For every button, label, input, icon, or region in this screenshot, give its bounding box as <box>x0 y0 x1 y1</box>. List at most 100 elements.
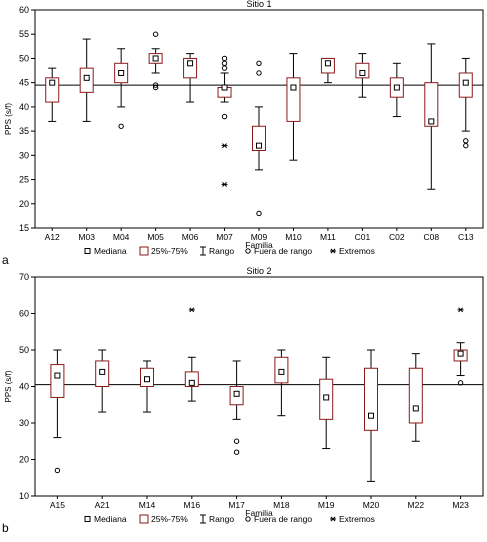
panel-label-a: a <box>2 253 9 267</box>
median-marker <box>412 405 419 412</box>
box-M20 <box>364 349 378 482</box>
legend: Mediana 25%-75% Rango Fuera de rango Extremo… <box>84 514 375 524</box>
box-A12 <box>45 67 60 122</box>
chart-title: Sitio 2 <box>246 266 271 276</box>
x-tick-label: M23 <box>452 500 469 510</box>
box-C02 <box>389 62 404 118</box>
y-tick-label: 10 <box>19 491 29 501</box>
x-tick-label: A15 <box>50 500 65 510</box>
box-A21 <box>95 349 110 413</box>
x-tick-label: M18 <box>273 500 290 510</box>
asterisk-icon-d2 <box>330 516 336 522</box>
outlier-point <box>256 210 262 217</box>
y-tick-label: 70 <box>19 272 29 282</box>
y-axis-label: PPS (s/f) <box>4 370 13 402</box>
legend: Mediana 25%-75% Rango Fuera de rango Extremo… <box>84 246 375 256</box>
median-marker <box>99 368 106 375</box>
x-tick-label: M03 <box>78 232 95 242</box>
median-marker <box>278 368 285 375</box>
median-marker <box>118 69 125 76</box>
median-marker <box>290 84 297 91</box>
x-tick-label: M10 <box>285 232 302 242</box>
y-tick-label: 25 <box>19 175 29 185</box>
median-marker <box>54 372 61 379</box>
extreme-point-d2 <box>189 307 195 313</box>
box-C13 <box>458 57 473 149</box>
iqr-box <box>50 364 65 398</box>
x-tick-label: M09 <box>251 232 268 242</box>
iqr-box <box>364 367 378 431</box>
chart-panel-b: Sitio 2 10 20 30 40 50 60 70 PPS (s/f) A15 A21 M14 M… <box>4 266 484 524</box>
median-marker <box>152 55 159 62</box>
legend-outlier: Fuera de rango <box>254 514 312 524</box>
box-M23 <box>453 307 468 386</box>
legend-range: Rango <box>209 246 234 256</box>
box-M07 <box>217 55 232 187</box>
box-M11 <box>320 57 335 84</box>
x-tick-label: C01 <box>355 232 371 242</box>
iqr-box <box>183 57 198 79</box>
outlier-point <box>256 70 262 76</box>
outlier-point <box>221 113 228 120</box>
y-tick-label: 35 <box>19 126 29 136</box>
median-marker <box>323 394 330 401</box>
outlier-point <box>457 380 464 386</box>
box-M22 <box>408 353 423 442</box>
box-M09 <box>252 60 266 217</box>
small-square-icon <box>84 248 91 254</box>
y-tick-label: 20 <box>19 455 29 465</box>
median-marker <box>221 84 228 91</box>
y-tick-label: 30 <box>19 418 29 428</box>
outlier-point <box>233 449 240 455</box>
median-marker <box>428 118 435 125</box>
median-marker <box>256 142 262 149</box>
iqr-box <box>424 82 439 127</box>
iqr-box <box>286 77 301 122</box>
x-tick-label: M19 <box>318 500 335 510</box>
y-tick-label: 20 <box>19 199 29 209</box>
median-marker <box>188 379 195 386</box>
median-marker <box>359 69 366 76</box>
box-M10 <box>286 53 301 161</box>
iqr-box <box>252 125 266 151</box>
median-marker <box>144 376 150 383</box>
legend-median: Mediana <box>94 246 127 256</box>
median-marker <box>457 350 464 357</box>
y-tick-label: 15 <box>19 223 29 233</box>
y-tick-label: 45 <box>19 78 29 88</box>
box-M19 <box>319 356 334 450</box>
extreme-point-d2 <box>222 143 227 149</box>
legend-range: Rango <box>209 514 234 524</box>
circle-icon <box>245 248 251 254</box>
outlier-point <box>152 31 159 37</box>
x-tick-label: M07 <box>216 232 233 242</box>
box-icon <box>139 514 149 524</box>
median-marker <box>83 74 90 81</box>
outlier-point <box>463 142 469 149</box>
box-M14 <box>140 360 154 413</box>
outlier-point <box>463 138 469 144</box>
outlier-point <box>152 84 159 91</box>
outlier-point <box>54 467 61 474</box>
legend-extreme: Extremos <box>339 514 375 524</box>
x-tick-label: M06 <box>182 232 199 242</box>
iqr-box <box>184 371 199 387</box>
x-tick-label: A12 <box>45 232 60 242</box>
outlier-point <box>152 82 159 88</box>
outlier-point <box>221 65 228 71</box>
y-tick-label: 55 <box>19 29 29 39</box>
chart-panel-a: Sitio 1 15 20 25 30 35 40 45 50 55 60 PPS (s/f) A12 M… <box>4 0 484 256</box>
x-tick-label: A21 <box>95 500 110 510</box>
x-tick-label: M17 <box>228 500 245 510</box>
median-marker <box>324 60 331 67</box>
median-marker <box>462 79 469 86</box>
median-marker <box>233 390 240 397</box>
legend-iqr: 25%-75% <box>151 514 188 524</box>
x-axis-label: Familia <box>245 508 273 518</box>
iqr-box <box>45 77 60 103</box>
y-tick-label: 50 <box>19 345 29 355</box>
x-tick-label: M14 <box>139 500 156 510</box>
legend-median: Mediana <box>94 514 127 524</box>
box-C08 <box>424 43 439 190</box>
